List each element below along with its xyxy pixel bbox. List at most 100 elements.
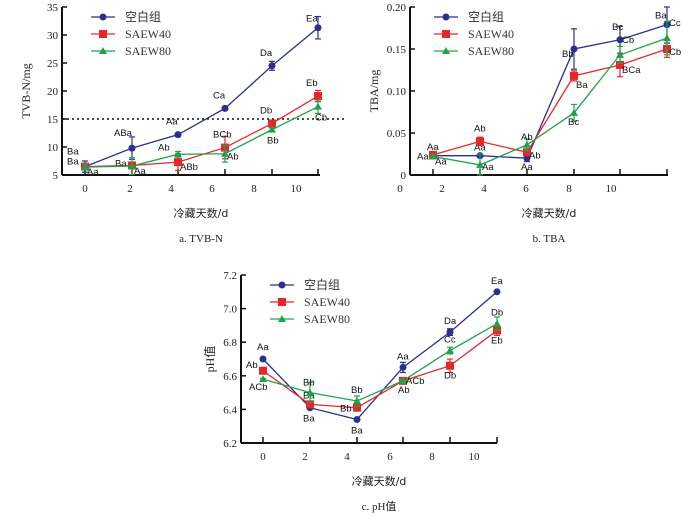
significance-label: Ab xyxy=(521,132,533,143)
chart-tvbn: 5 10 15 20 25 30 35 0 2 4 6 8 10 冷藏天数/d TVB-N/mg a. TVB… xyxy=(19,2,345,245)
data-point xyxy=(306,388,314,396)
x-tick-label: 4 xyxy=(481,183,487,195)
y-tick-label: 6.2 xyxy=(223,438,237,450)
series-2: Aa Aa Ab Ab Bb Cb xyxy=(81,99,327,178)
y-tick-label: 6.6 xyxy=(223,371,237,383)
data-point xyxy=(353,415,361,423)
y-tick-label: 7.0 xyxy=(223,304,237,316)
y-axis-title: pH值 xyxy=(202,346,217,373)
significance-label: ABa xyxy=(114,128,133,139)
legend-marker xyxy=(99,13,107,21)
significance-label: Bb xyxy=(267,136,279,147)
legend-label: 空白组 xyxy=(125,9,161,24)
series-line xyxy=(432,48,668,156)
data-point xyxy=(128,162,136,170)
y-tick-label: 0.05 xyxy=(387,128,407,140)
significance-label: Ab xyxy=(529,150,541,161)
y-tick-label: 0.20 xyxy=(387,2,407,14)
y-tick-label: 0.15 xyxy=(387,44,407,56)
data-point xyxy=(268,119,276,128)
x-tick-label: 8 xyxy=(429,451,435,463)
legend-label: SAEW80 xyxy=(304,312,350,326)
series-line xyxy=(262,323,498,402)
data-point xyxy=(493,319,501,327)
significance-label: Aa xyxy=(427,142,439,153)
significance-label: Ba xyxy=(655,11,667,22)
significance-label: Cc xyxy=(444,335,456,346)
data-point xyxy=(353,403,361,412)
series-line xyxy=(84,106,319,168)
x-tick-label: 0 xyxy=(260,451,266,463)
significance-label: Ab xyxy=(474,123,486,134)
data-point xyxy=(570,45,578,53)
x-tick-label: 10 xyxy=(606,183,618,195)
legend-label: SAEW80 xyxy=(125,44,171,58)
y-tick-label: 0 xyxy=(401,170,407,182)
significance-label: Ba xyxy=(115,158,127,169)
significance-label: Ab xyxy=(246,360,258,371)
series-line xyxy=(432,37,668,166)
x-tick-label: 6 xyxy=(387,451,393,463)
legend-label: 空白组 xyxy=(304,277,340,292)
significance-label: Cb xyxy=(669,47,681,58)
significance-label: Aa xyxy=(435,157,447,168)
y-tick-label: 0.10 xyxy=(387,86,407,98)
data-point xyxy=(174,131,182,139)
x-tick-label: 4 xyxy=(168,183,174,195)
x-tick-label: 6 xyxy=(523,183,529,195)
legend-marker xyxy=(278,281,286,289)
series-0: Aa Ba Ba Aa Da Ea xyxy=(257,276,503,437)
x-tick-label: 10 xyxy=(291,183,303,195)
panel-caption: a. TVB-N xyxy=(179,233,223,245)
data-point xyxy=(523,148,531,157)
significance-label: Ca xyxy=(213,90,226,101)
legend-label: SAEW40 xyxy=(125,27,171,41)
data-point xyxy=(476,137,484,146)
significance-label: Aa xyxy=(417,152,429,163)
x-tick-label: 2 xyxy=(439,183,445,195)
y-axis-title: TBA/mg xyxy=(367,70,381,113)
significance-label: Ab xyxy=(227,152,239,163)
significance-label: Bc xyxy=(568,117,579,128)
legend-label: 空白组 xyxy=(468,9,504,24)
significance-label: Ba xyxy=(351,425,363,436)
data-point xyxy=(128,144,136,152)
significance-label: ACb xyxy=(406,376,424,387)
significance-label: Aa xyxy=(87,167,99,178)
legend-label: SAEW80 xyxy=(468,44,514,58)
x-tick-label: 0 xyxy=(397,183,403,195)
significance-label: Cc xyxy=(669,18,681,29)
legend-marker xyxy=(442,30,450,38)
legend: 空白组 SAEW40 SAEW80 xyxy=(434,9,514,58)
data-point xyxy=(570,108,578,116)
series-1: Aa Ab Ab Ba BCa Cb xyxy=(427,39,681,161)
data-point xyxy=(221,104,229,112)
data-point xyxy=(221,149,229,157)
legend-marker xyxy=(99,47,107,54)
panel-caption: c. pH值 xyxy=(362,500,397,513)
data-point xyxy=(174,150,182,158)
series-line xyxy=(262,291,498,421)
y-tick-label: 10 xyxy=(47,142,59,154)
significance-label: Ab xyxy=(398,385,410,396)
significance-label: Bb xyxy=(351,385,363,396)
significance-label: Aa xyxy=(482,162,494,173)
data-point xyxy=(399,363,407,371)
significance-label: Aa xyxy=(474,143,486,154)
significance-label: BCb xyxy=(213,130,231,141)
data-point xyxy=(399,376,407,384)
significance-label: Ba xyxy=(576,80,588,91)
significance-label: Bc xyxy=(612,22,623,33)
x-tick-label: 4 xyxy=(344,451,350,463)
x-axis-title: 冷藏天数/d xyxy=(522,207,577,220)
significance-label: Aa xyxy=(397,351,409,362)
legend-marker xyxy=(442,47,450,54)
data-point xyxy=(429,152,437,160)
series-2: Aa Aa Ab Bc Cb Cc xyxy=(429,18,681,176)
significance-label: Aa xyxy=(257,342,269,353)
data-point xyxy=(314,92,322,101)
x-tick-label: 10 xyxy=(469,451,481,463)
x-tick-label: 6 xyxy=(209,183,215,195)
y-tick-label: 35 xyxy=(47,2,59,14)
